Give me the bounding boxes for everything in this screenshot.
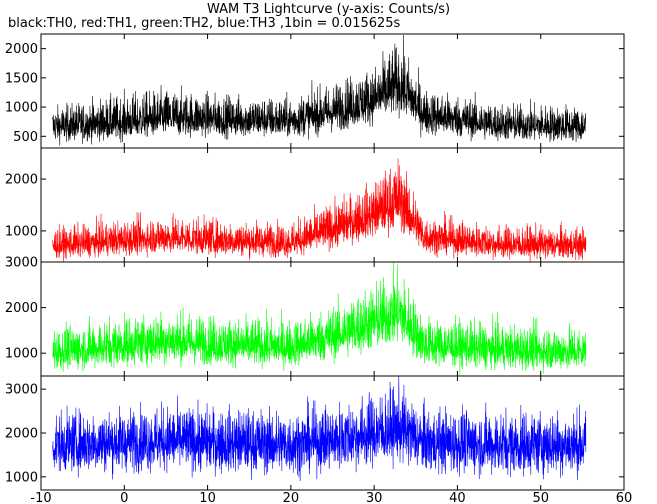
chart-title: WAM T3 Lightcurve (y-axis: Counts/s) bbox=[206, 2, 451, 17]
x-tick-label-60: 60 bbox=[616, 491, 633, 504]
series-th0-line bbox=[52, 35, 587, 146]
x-tick-label-20: 20 bbox=[283, 491, 300, 504]
y-tick-label-th3-3000: 3000 bbox=[5, 383, 38, 398]
x-tick-label-0: 0 bbox=[120, 491, 128, 504]
y-tick-label-th3-1000: 1000 bbox=[5, 470, 38, 485]
panel-frame-th0 bbox=[40, 33, 625, 149]
x-tick-label-30: 30 bbox=[366, 491, 383, 504]
y-tick-label-th0-1500: 1500 bbox=[5, 71, 38, 86]
series-th2-line bbox=[52, 261, 587, 375]
y-tick-label-th2-1000: 1000 bbox=[5, 347, 38, 362]
x-tick-label-50: 50 bbox=[532, 491, 549, 504]
y-tick-label-th2-2000: 2000 bbox=[5, 301, 38, 316]
y-tick-label-th0-500: 500 bbox=[13, 130, 38, 145]
panel-frame-th3 bbox=[40, 375, 625, 491]
y-tick-label-th1-1000: 1000 bbox=[5, 224, 38, 239]
y-tick-label-th1-2000: 2000 bbox=[5, 173, 38, 188]
y-tick-label-th0-2000: 2000 bbox=[5, 42, 38, 57]
x-tick-label-10: 10 bbox=[199, 491, 216, 504]
x-tick-label-40: 40 bbox=[449, 491, 466, 504]
series-th3-line bbox=[52, 375, 587, 481]
y-tick-label-th3-2000: 2000 bbox=[5, 427, 38, 442]
y-tick-label-th0-1000: 1000 bbox=[5, 101, 38, 116]
x-tick-label--10: -10 bbox=[30, 491, 51, 504]
series-th1-line bbox=[52, 158, 587, 263]
chart-subtitle: black:TH0, red:TH1, green:TH2, blue:TH3 … bbox=[8, 16, 401, 31]
y-tick-label-th2-3000: 3000 bbox=[5, 256, 38, 271]
